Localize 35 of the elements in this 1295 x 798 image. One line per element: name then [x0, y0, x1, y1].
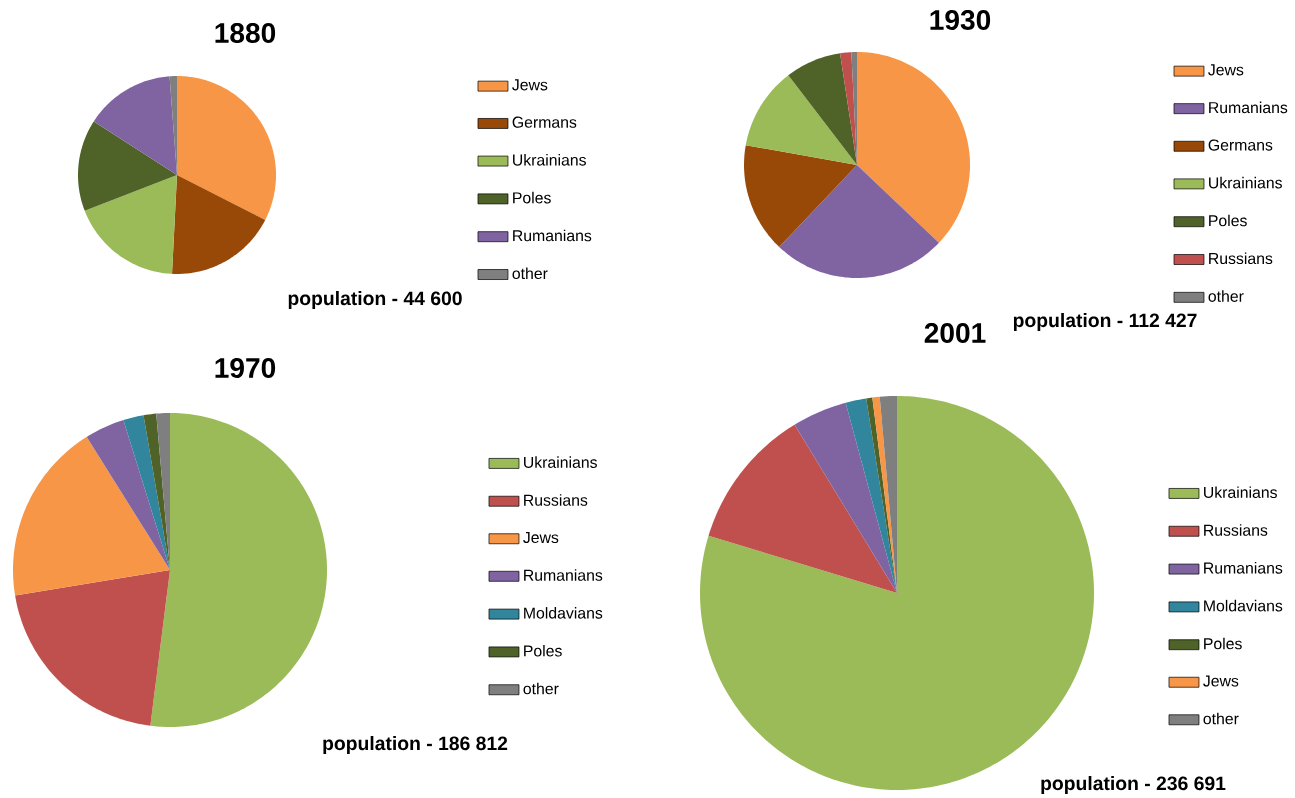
text: population - 236 691 [1041, 776, 1226, 794]
legend-label: Ukrainians [1209, 176, 1282, 189]
legend-label: Moldavians [524, 607, 603, 619]
legend-label: Ukrainians [524, 456, 597, 468]
chart-title: 1970 [215, 358, 276, 378]
legend-label: other [512, 267, 548, 280]
legend-label: Ukrainians [1204, 486, 1277, 499]
legend-label: other [1203, 712, 1239, 725]
chart-title: 1880 [215, 23, 276, 43]
legend-label: other [1208, 290, 1244, 302]
chart-title: 1930 [930, 10, 991, 30]
text: population - 186 812 [323, 736, 508, 754]
legend-label: Russians [1209, 252, 1273, 265]
chart-title: 2001 [924, 323, 986, 343]
legend-label: other [523, 682, 559, 695]
legend-label: Moldavians [1204, 599, 1283, 612]
legend-label: Poles [1204, 637, 1242, 650]
legend-label: Poles [513, 191, 551, 204]
legend-label: Rumanians [524, 569, 603, 581]
text: population - 112 427 [1013, 312, 1197, 331]
legend-label: Jews [523, 532, 559, 544]
legend-label: Germans [1208, 139, 1273, 151]
legend-label: Russians [1204, 524, 1268, 536]
legend-label: Rumanians [1204, 562, 1283, 574]
legend-label: Poles [524, 644, 562, 657]
legend-label: Rumanians [513, 229, 592, 242]
legend-label: Russians [524, 494, 588, 506]
legend-label: Jews [1208, 64, 1244, 76]
text: population - 44 600 [288, 290, 462, 309]
legend-label: Jews [1203, 675, 1239, 687]
legend-label: Germans [512, 116, 577, 128]
legend-label: Jews [512, 79, 548, 91]
legend-label: Poles [1209, 214, 1247, 227]
legend-label: Rumanians [1209, 101, 1288, 114]
legend-label: Ukrainians [513, 154, 586, 166]
